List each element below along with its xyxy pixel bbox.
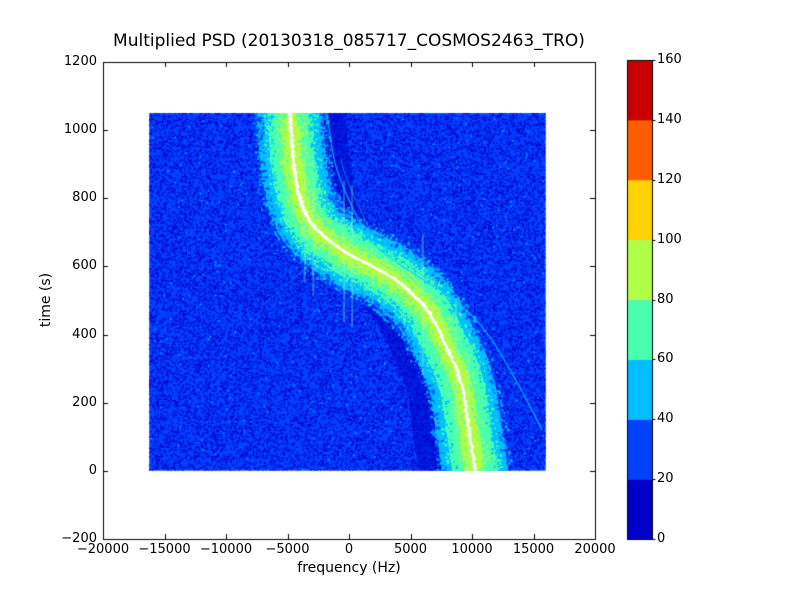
colorbar-tick-label: 120 (657, 171, 682, 187)
colorbar-tick-label: 160 (657, 52, 682, 67)
x-tick-label: 20000 (574, 542, 616, 557)
x-tick-label: 10000 (451, 542, 493, 557)
x-tick-label: −20000 (76, 542, 130, 557)
colorbar-tick-label: 80 (657, 291, 674, 307)
x-tick-label: 0 (344, 542, 354, 557)
y-tick-label: 1200 (63, 54, 97, 69)
colorbar-tick-label: 100 (657, 231, 682, 247)
y-tick-label: 600 (72, 258, 97, 274)
y-tick-label: 0 (88, 462, 97, 478)
y-tick-label: 400 (72, 326, 97, 342)
colorbar-tick-label: 20 (657, 471, 674, 487)
colorbar-tick-label: 140 (657, 111, 682, 127)
colorbar-tick-label: 40 (657, 411, 674, 427)
y-axis-label: time (s) (38, 272, 54, 328)
x-tick-label: −15000 (138, 542, 191, 557)
x-tick-label: −10000 (199, 542, 253, 557)
y-tick-label: −200 (61, 531, 97, 546)
x-tick-label: 5000 (393, 542, 428, 557)
colorbar-tick-label: 60 (657, 351, 674, 367)
colorbar-tick-label: 0 (657, 531, 666, 546)
x-tick-label: −5000 (265, 542, 310, 557)
y-tick-label: 200 (72, 394, 97, 410)
y-tick-label: 1000 (63, 122, 97, 138)
y-tick-label: 800 (72, 190, 97, 206)
plot-title: Multiplied PSD (20130318_085717_COSMOS24… (113, 31, 585, 51)
x-axis-label: frequency (Hz) (297, 560, 401, 576)
x-tick-label: 15000 (512, 542, 555, 557)
